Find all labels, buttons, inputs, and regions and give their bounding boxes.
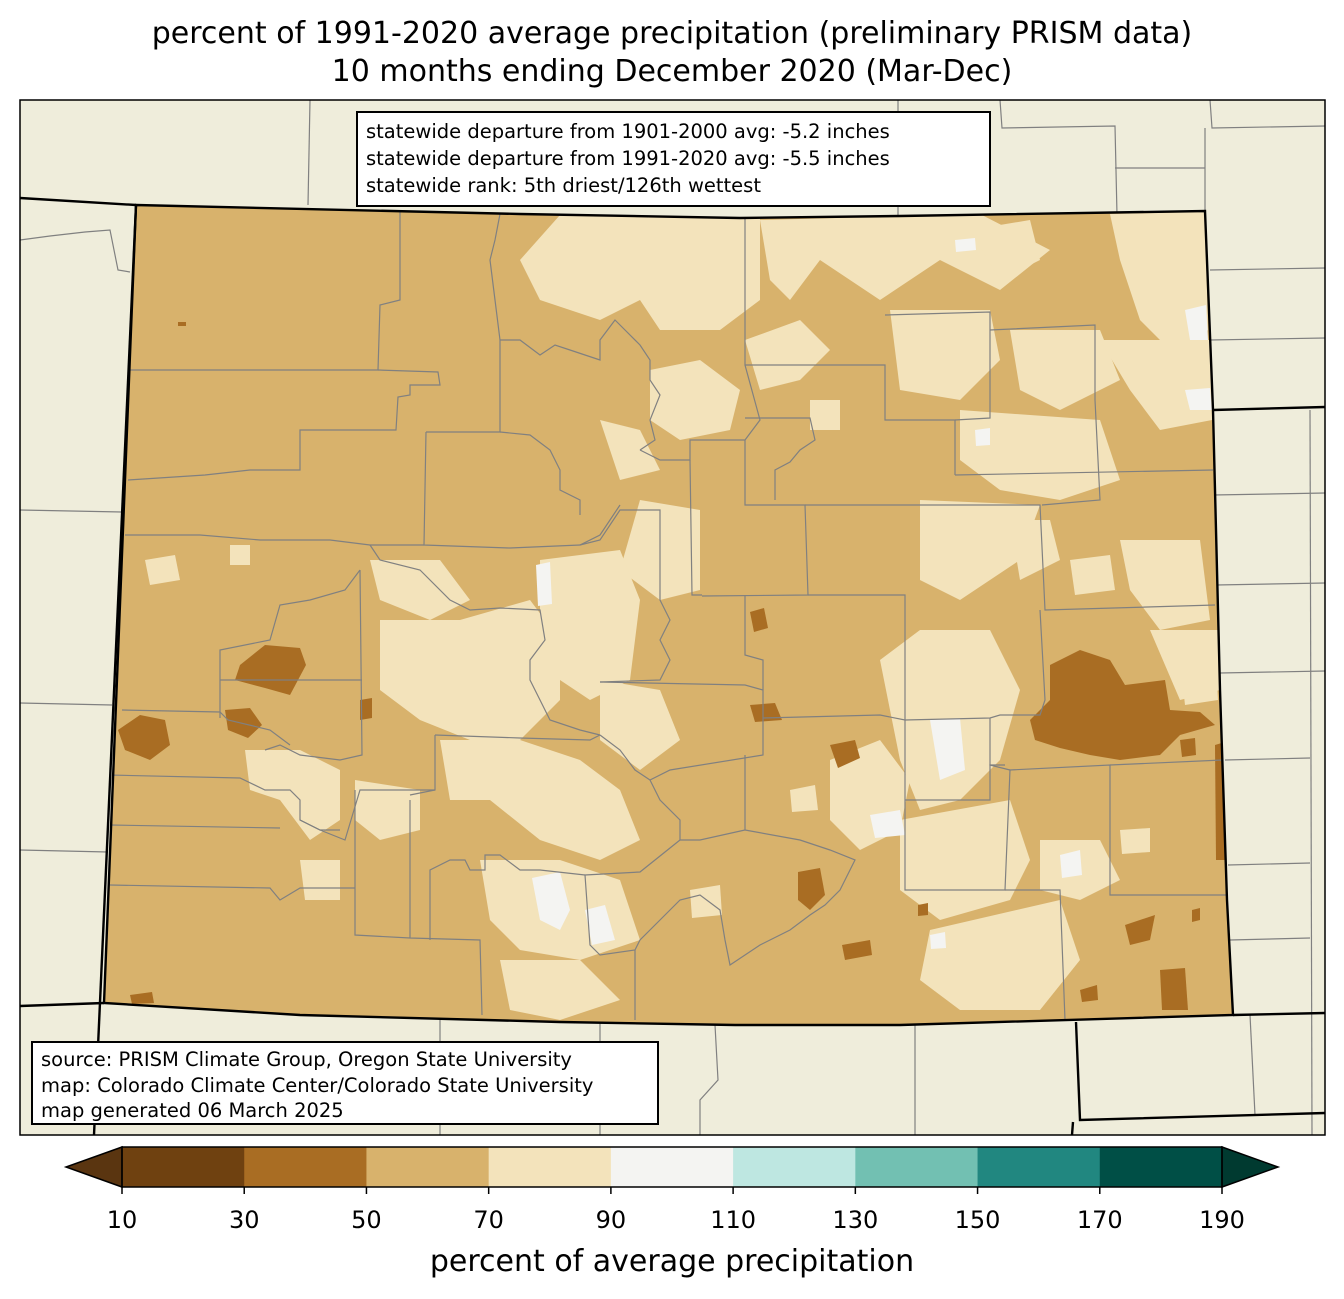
- colorbar-tick-label: 150: [954, 1206, 1001, 1234]
- precip-30-50-regions: [118, 322, 1226, 1010]
- colorbar-bin: [855, 1147, 979, 1187]
- colorbar-ticks: [121, 1187, 1223, 1194]
- map-title-line2: 10 months ending December 2020 (Mar-Dec): [331, 54, 1013, 89]
- colorbar-tick-label: 110: [710, 1206, 757, 1234]
- colorado-county-lines: [107, 208, 1230, 1021]
- stats-rank: statewide rank: 5th driest/126th wettest: [366, 174, 761, 197]
- colorbar-bin: [366, 1147, 490, 1187]
- colorbar-tick-label: 30: [228, 1206, 260, 1234]
- colorbar-bin: [244, 1147, 367, 1187]
- precip-90-110-regions: [532, 238, 1212, 949]
- state-borders: [20, 196, 1325, 1135]
- generated-date-line: map generated 06 March 2025: [41, 1099, 344, 1122]
- colorbar-label: percent of average precipitation: [429, 1244, 915, 1279]
- map-credit-line: map: Colorado Climate Center/Colorado St…: [41, 1073, 594, 1097]
- colorbar-bin: [1099, 1147, 1223, 1187]
- colorbar-bin: [488, 1147, 612, 1187]
- neighbor-county-lines: [20, 100, 1325, 1135]
- colorbar-bins: [122, 1147, 1223, 1187]
- colorado-border: [102, 203, 1235, 1027]
- colorbar-outline: [121, 1146, 1223, 1188]
- colorbar-tick-label: 70: [473, 1206, 504, 1234]
- colorbar-tick-label: 190: [1199, 1206, 1245, 1234]
- statewide-stats-box: statewide departure from 1901-2000 avg: …: [356, 111, 991, 207]
- colorbar-tick-label: 90: [595, 1206, 627, 1234]
- source-credits-box: source: PRISM Climate Group, Oregon Stat…: [31, 1041, 659, 1125]
- colorbar-tick-label: 170: [1076, 1206, 1123, 1234]
- map-title-line1: percent of 1991-2020 average precipitati…: [151, 16, 1193, 51]
- colorbar-over-arrow: [1221, 1145, 1281, 1189]
- colorbar-tick-label: 10: [106, 1206, 138, 1234]
- stats-departure-1901-2000: statewide departure from 1901-2000 avg: …: [366, 120, 890, 143]
- colorbar-under-arrow: [63, 1145, 123, 1189]
- colorbar-bin: [733, 1147, 856, 1187]
- colorbar-bin: [977, 1147, 1101, 1187]
- colorbar-tick-label: 130: [832, 1206, 879, 1234]
- map-frame: [19, 99, 1326, 1136]
- colorado-precip-field: [104, 205, 1233, 1025]
- colorbar-bin: [122, 1147, 245, 1187]
- source-line: source: PRISM Climate Group, Oregon Stat…: [41, 1048, 572, 1071]
- stats-departure-1991-2020: statewide departure from 1991-2020 avg: …: [366, 147, 890, 170]
- precip-70-90-regions: [145, 212, 1220, 1020]
- colorbar-tick-label: 50: [351, 1206, 382, 1234]
- colorbar-bin: [610, 1147, 734, 1187]
